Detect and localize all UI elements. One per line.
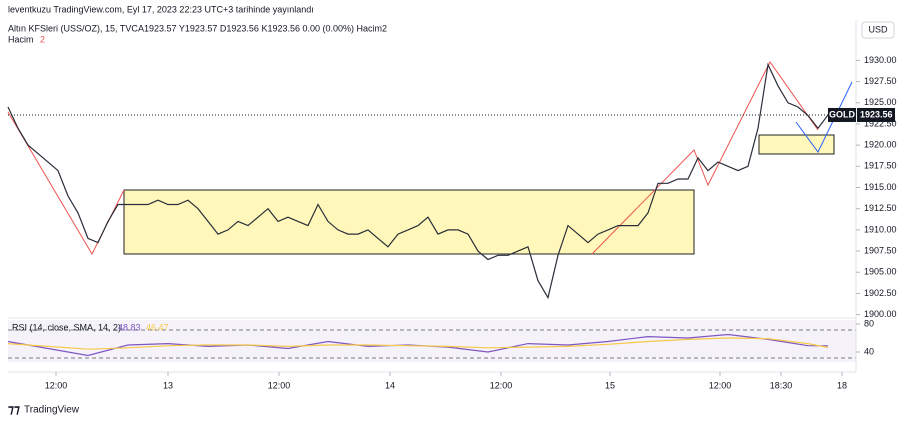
logo: TradingView bbox=[24, 405, 80, 416]
y-tick-label: 1902.50 bbox=[864, 288, 897, 298]
symbol: GOLD bbox=[829, 109, 855, 119]
y-tick-label: 1927.50 bbox=[864, 76, 897, 86]
x-tick-label: 18:30 bbox=[770, 380, 793, 390]
y-tick-label: 80 bbox=[864, 318, 874, 328]
rsi-value: 48.83 bbox=[118, 322, 141, 332]
volume-label: Hacim bbox=[8, 34, 34, 44]
series-line bbox=[7, 337, 829, 350]
drawing bbox=[591, 61, 819, 255]
x-tick-label: 18 bbox=[837, 380, 847, 390]
rsi-band bbox=[8, 320, 856, 362]
last-price: 1923.56 bbox=[860, 109, 893, 119]
y-tick-label: 1930.00 bbox=[864, 55, 897, 65]
y-tick-label: 1920.00 bbox=[864, 140, 897, 150]
x-tick-label: 13 bbox=[163, 380, 173, 390]
y-tick-label: 1910.00 bbox=[864, 224, 897, 234]
price-tag bbox=[857, 107, 895, 122]
title: Altın KFSleri (USS/OZ), 15, TVC bbox=[8, 23, 138, 33]
x-tick-label: 14 bbox=[385, 380, 395, 390]
y-tick-label: 1922.50 bbox=[864, 118, 897, 128]
y-tick-label: 1915.00 bbox=[864, 182, 897, 192]
currency[interactable]: USD bbox=[868, 24, 888, 34]
published: leventkuzu TradingView.com, Eyl 17, 2023… bbox=[8, 4, 314, 14]
target-box bbox=[758, 134, 835, 155]
range-box bbox=[123, 189, 695, 255]
x-tick-label: 12:00 bbox=[709, 380, 732, 390]
logo-mark: ⁊⁊ bbox=[8, 402, 20, 416]
currency-button[interactable] bbox=[861, 21, 895, 39]
x-tick-label: 12:00 bbox=[45, 380, 68, 390]
sma-value: 46.47 bbox=[146, 322, 169, 332]
volume-value: 2 bbox=[40, 34, 45, 44]
y-tick-label: 1907.50 bbox=[864, 245, 897, 255]
y-tick-label: 1900.00 bbox=[864, 309, 897, 319]
legend-text: A1923.57 Y1923.57 D1923.56 K1923.56 0.00… bbox=[138, 23, 387, 33]
rsi-title: RSI (14, close, SMA, 14, 2) bbox=[12, 322, 121, 332]
y-tick-label: 1917.50 bbox=[864, 161, 897, 171]
x-tick-label: 15 bbox=[605, 380, 615, 390]
y-tick-label: 1905.00 bbox=[864, 267, 897, 277]
y-tick-label: 1912.50 bbox=[864, 203, 897, 213]
y-tick-label: 1925.00 bbox=[864, 97, 897, 107]
series-line bbox=[7, 62, 829, 300]
x-tick-label: 12:00 bbox=[490, 380, 513, 390]
projection bbox=[795, 81, 853, 153]
symbol-tag bbox=[828, 107, 856, 122]
x-tick-label: 12:00 bbox=[268, 380, 291, 390]
y-tick-label: 40 bbox=[864, 346, 874, 356]
